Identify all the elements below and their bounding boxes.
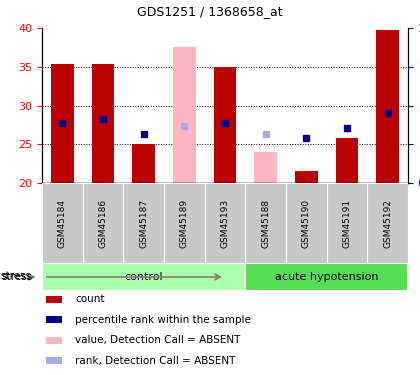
Bar bbox=[164, 183, 205, 263]
Text: value, Detection Call = ABSENT: value, Detection Call = ABSENT bbox=[75, 335, 240, 345]
Text: GSM45192: GSM45192 bbox=[383, 198, 392, 248]
Bar bbox=[295, 171, 318, 183]
Bar bbox=[286, 183, 327, 263]
Bar bbox=[214, 67, 236, 183]
Text: GSM45187: GSM45187 bbox=[139, 198, 148, 248]
Text: GSM45184: GSM45184 bbox=[58, 198, 67, 248]
Text: stress: stress bbox=[1, 272, 32, 282]
Bar bbox=[42, 183, 83, 263]
Bar bbox=[205, 183, 245, 263]
Text: GSM45188: GSM45188 bbox=[261, 198, 270, 248]
Text: stress: stress bbox=[1, 271, 32, 280]
Text: rank, Detection Call = ABSENT: rank, Detection Call = ABSENT bbox=[75, 356, 235, 366]
Text: percentile rank within the sample: percentile rank within the sample bbox=[75, 315, 251, 325]
Bar bbox=[123, 183, 164, 263]
Text: GSM45186: GSM45186 bbox=[99, 198, 108, 248]
Text: count: count bbox=[75, 294, 105, 304]
Bar bbox=[51, 64, 74, 183]
Text: GSM45193: GSM45193 bbox=[220, 198, 229, 248]
Text: GSM45191: GSM45191 bbox=[342, 198, 352, 248]
Bar bbox=[255, 152, 277, 183]
Bar bbox=[83, 183, 123, 263]
Text: GSM45190: GSM45190 bbox=[302, 198, 311, 248]
Bar bbox=[46, 296, 62, 303]
Bar bbox=[92, 64, 114, 183]
Bar bbox=[132, 144, 155, 183]
Bar bbox=[376, 30, 399, 183]
Bar bbox=[368, 183, 408, 263]
Bar bbox=[46, 316, 62, 323]
Bar bbox=[327, 183, 368, 263]
Text: control: control bbox=[124, 272, 163, 282]
Text: GSM45189: GSM45189 bbox=[180, 198, 189, 248]
Bar bbox=[46, 337, 62, 344]
Bar bbox=[173, 47, 196, 183]
Text: GDS1251 / 1368658_at: GDS1251 / 1368658_at bbox=[137, 5, 283, 18]
Text: acute hypotension: acute hypotension bbox=[275, 272, 378, 282]
Bar bbox=[245, 183, 286, 263]
Bar bbox=[46, 357, 62, 364]
Bar bbox=[42, 263, 245, 291]
Bar bbox=[336, 138, 358, 183]
Bar bbox=[245, 263, 408, 291]
